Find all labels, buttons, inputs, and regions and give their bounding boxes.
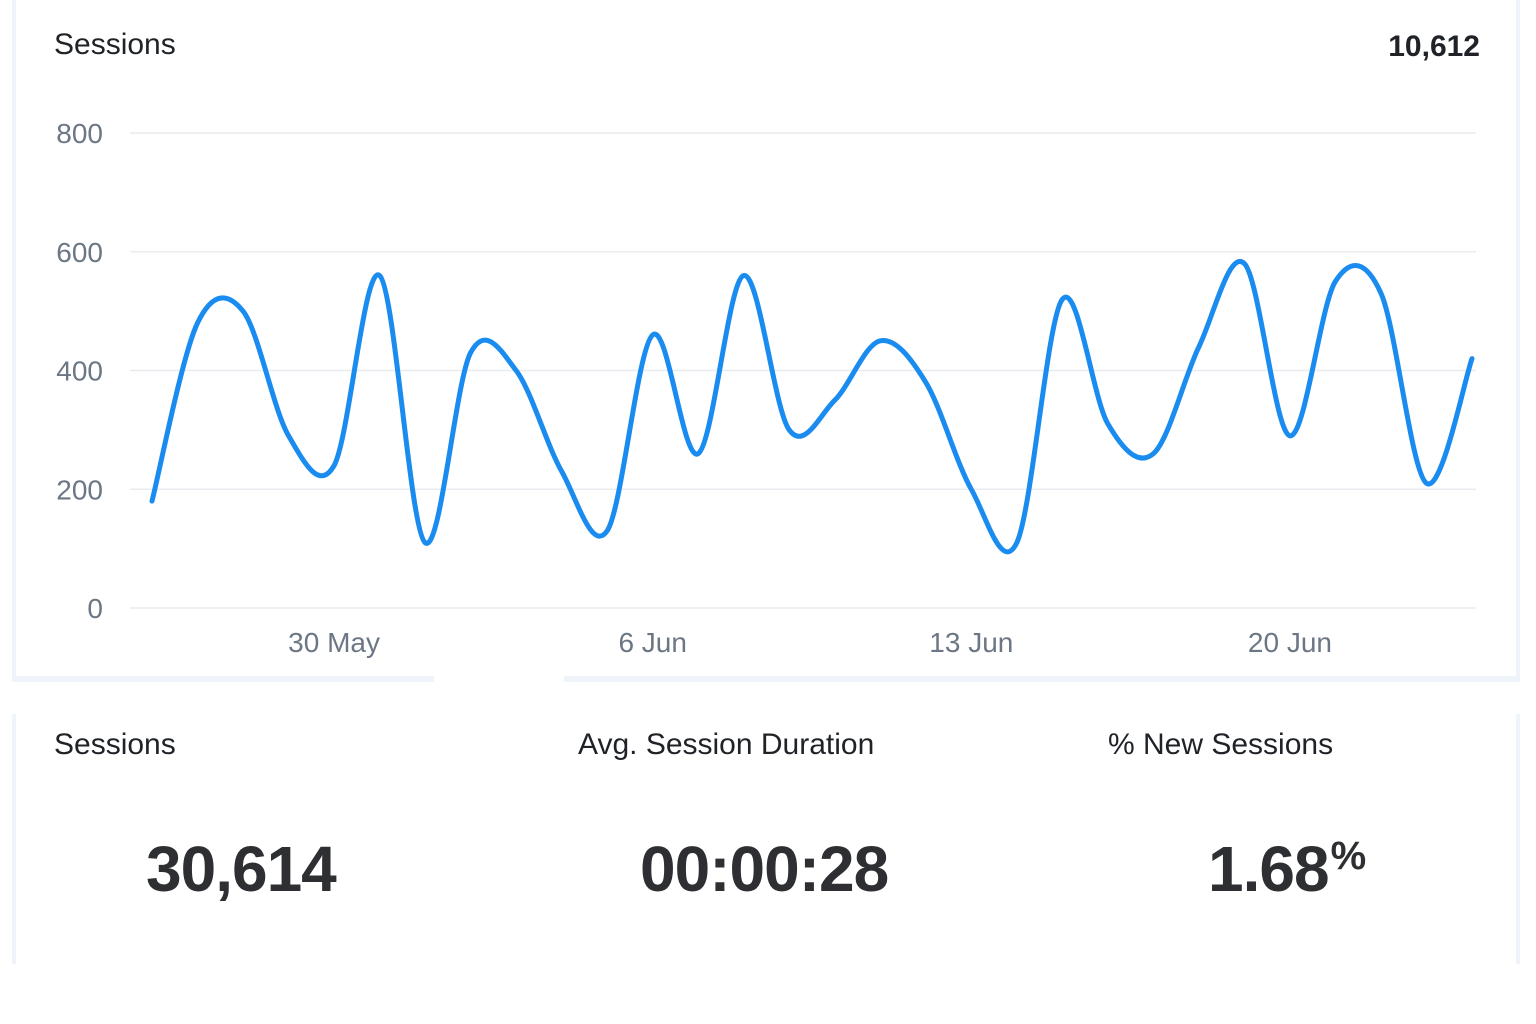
stat-sessions-number: 30,614 (146, 833, 337, 905)
data-point (877, 338, 883, 344)
stat-new-sessions-value: 1.68% (1208, 832, 1367, 906)
data-point (1059, 296, 1065, 302)
data-point (650, 332, 656, 338)
data-point (1287, 433, 1293, 439)
stat-avg-duration-label: Avg. Session Duration (578, 728, 875, 761)
data-point (1014, 540, 1020, 546)
y-tick-label: 0 (87, 593, 103, 624)
stat-avg-duration-value: 00:00:28 (640, 832, 890, 906)
x-tick-label: 13 Jun (929, 627, 1013, 658)
series-layer (149, 259, 1475, 555)
data-point (968, 486, 974, 492)
stat-sessions: Sessions 30,614 (16, 714, 516, 964)
data-point (604, 528, 610, 534)
data-point (331, 463, 337, 469)
chart-card-title: Sessions (54, 28, 176, 61)
data-point (422, 540, 428, 546)
chart-card-border-left (12, 676, 434, 682)
y-tick-label: 600 (56, 237, 103, 268)
y-tick-label: 800 (56, 118, 103, 149)
data-point (1423, 480, 1429, 486)
data-point (923, 379, 929, 385)
data-point (1150, 451, 1156, 457)
stat-new-sessions-label: % New Sessions (1108, 728, 1334, 761)
y-tick-label: 400 (56, 356, 103, 387)
data-point (559, 468, 565, 474)
stats-card: Sessions 30,614 Avg. Session Duration 00… (12, 714, 1520, 964)
sessions-series-line (149, 259, 1475, 555)
data-point (1378, 290, 1384, 296)
x-tick-label: 20 Jun (1248, 627, 1332, 658)
data-point (1105, 421, 1111, 427)
y-axis: 0 200 400 600 800 (56, 118, 103, 624)
data-point (377, 273, 383, 279)
y-tick-label: 200 (56, 474, 103, 505)
chart-card-total: 10,612 (1388, 30, 1480, 63)
x-axis: 30 May 6 Jun 13 Jun 20 Jun (288, 627, 1332, 658)
data-point (1469, 356, 1475, 362)
data-point (286, 433, 292, 439)
stat-new-sessions: % New Sessions 1.68% (1036, 714, 1516, 964)
data-point (195, 320, 201, 326)
x-tick-label: 6 Jun (618, 627, 687, 658)
x-tick-label: 30 May (288, 627, 380, 658)
stat-avg-duration-number: 00:00:28 (640, 833, 889, 905)
data-point (1196, 344, 1202, 350)
data-point (786, 427, 792, 433)
data-point (513, 368, 519, 374)
stat-avg-duration: Avg. Session Duration 00:00:28 (516, 714, 1036, 964)
data-point (240, 308, 246, 314)
stat-sessions-value: 30,614 (146, 832, 338, 906)
data-point (741, 273, 747, 279)
data-point (695, 451, 701, 457)
data-point (1332, 278, 1338, 284)
stat-new-sessions-unit: % (1330, 834, 1367, 878)
data-point (1241, 261, 1247, 267)
chart-grid (130, 132, 1476, 609)
chart-card-border-right (564, 676, 1520, 682)
data-point (832, 397, 838, 403)
stat-new-sessions-number: 1.68 (1208, 833, 1330, 905)
data-point (149, 498, 155, 504)
sessions-line-chart: 0 200 400 600 800 30 May 6 Jun 13 Jun 20 Jun (56, 118, 1476, 658)
stat-sessions-label: Sessions (54, 728, 176, 761)
data-point (468, 350, 474, 356)
